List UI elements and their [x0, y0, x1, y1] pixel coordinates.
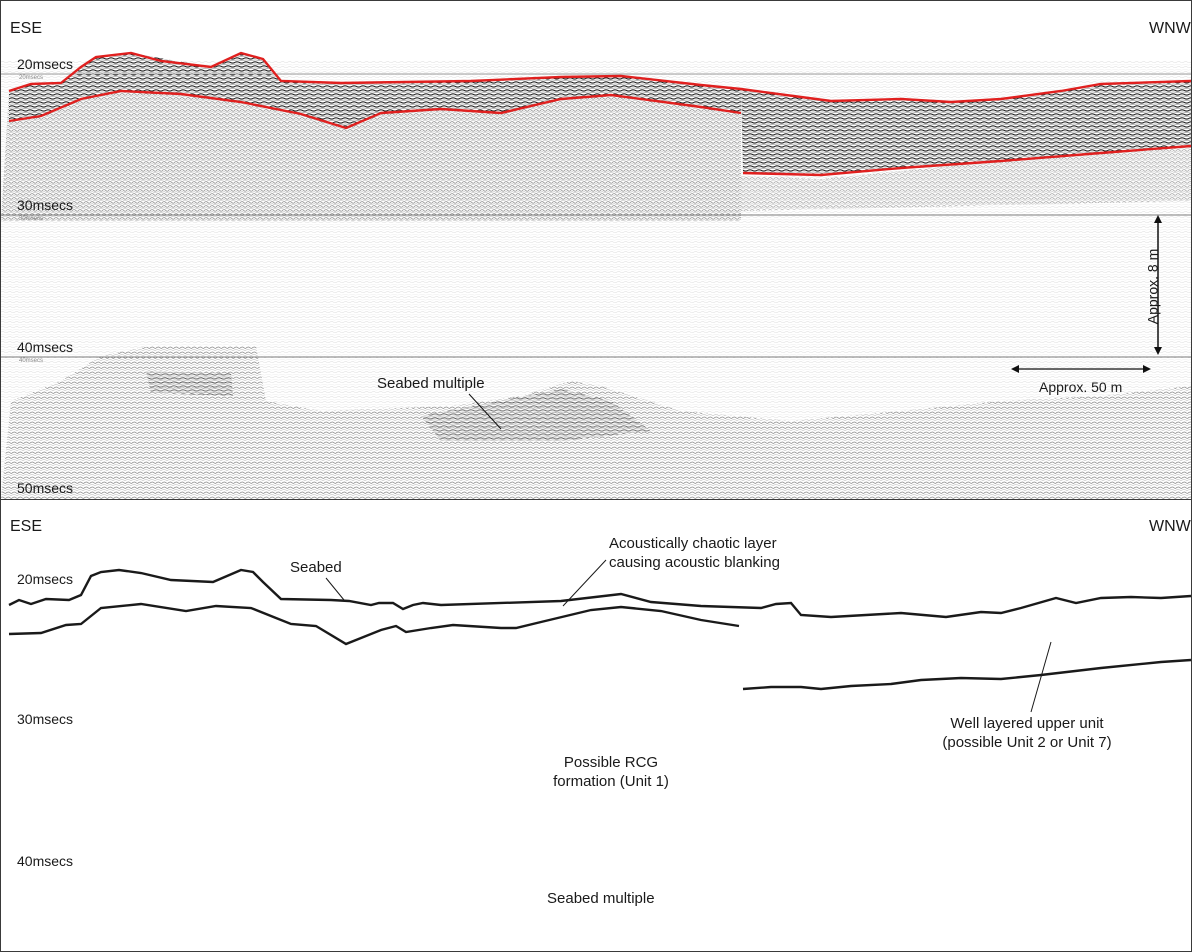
direction-label-left: ESE	[10, 518, 43, 535]
layered-reflectors-right	[741, 81, 1191, 175]
seismic-profile-panel: ESE WNW 20msecs 20msecs 30msecs 30msecs …	[0, 0, 1192, 500]
direction-label-right: WNW	[1149, 20, 1191, 37]
horizontal-arrowhead-left	[1011, 365, 1019, 373]
horizontal-arrowhead-right	[1143, 365, 1151, 373]
vertical-scale-label: Approx. 8 m	[1144, 248, 1161, 325]
time-label-30ms: 30msecs	[17, 197, 74, 213]
seabed-horizon-red	[8, 51, 1191, 104]
direction-label-left: ESE	[10, 20, 43, 37]
time-label-30ms: 30msecs	[17, 711, 74, 727]
direction-label-right: WNW	[1149, 518, 1191, 535]
vertical-arrowhead-bottom	[1154, 347, 1162, 355]
chaotic-layer-label-line2: causing acoustic blanking	[609, 554, 780, 571]
chaotic-layer-label-line1: Acoustically chaotic layer	[609, 535, 777, 552]
lower-reflector-line	[8, 602, 740, 646]
rcg-formation-label-line1: Possible RCG	[563, 754, 659, 771]
upper-unit-horizon-red	[742, 144, 1191, 177]
time-label-small-20ms: 20msecs	[19, 75, 44, 81]
rcg-formation-label-line2: formation (Unit 1)	[553, 773, 669, 790]
seabed-multiple-label: Seabed multiple	[377, 375, 485, 392]
upper-unit-label: Well layered upper unit (possible Unit 2…	[921, 714, 1133, 752]
upper-unit-leader	[1030, 641, 1052, 713]
seabed-multiple-leader	[468, 393, 502, 430]
interpretation-panel: ESE WNW 20msecs 30msecs 40msecs Seabed A…	[0, 499, 1192, 952]
upper-unit-line	[742, 658, 1191, 691]
lower-horizon-red-left	[8, 89, 742, 130]
seabed-label: Seabed	[290, 559, 342, 576]
upper-unit-label-line1: Well layered upper unit	[950, 715, 1104, 732]
seabed-multiple-label: Seabed multiple	[547, 890, 655, 907]
time-label-small-40ms: 40msecs	[19, 358, 44, 364]
horizontal-scale-label: Approx. 50 m	[1039, 379, 1123, 395]
time-label-50ms: 50msecs	[17, 480, 74, 496]
multiple-strong-zone	[146, 371, 651, 441]
interpretation-lines	[8, 559, 1191, 713]
time-label-40ms: 40msecs	[17, 339, 74, 355]
vertical-arrowhead-top	[1154, 215, 1162, 223]
layered-reflectors-left	[9, 53, 741, 128]
seismic-image	[1, 51, 1191, 499]
rcg-formation-label: Possible RCG formation (Unit 1)	[541, 753, 681, 791]
time-label-40ms: 40msecs	[17, 853, 74, 869]
time-label-20ms: 20msecs	[17, 571, 74, 587]
time-label-small-30ms: 30msecs	[19, 216, 44, 222]
seabed-line	[8, 568, 1191, 619]
upper-unit-label-line2: (possible Unit 2 or Unit 7)	[942, 734, 1112, 751]
seabed-leader	[325, 577, 345, 601]
chaotic-layer-fill-right	[741, 146, 1191, 211]
chaotic-layer-label: Acoustically chaotic layer causing acous…	[609, 534, 780, 572]
chaotic-layer-leader	[562, 559, 607, 607]
time-label-20ms: 20msecs	[17, 56, 74, 72]
